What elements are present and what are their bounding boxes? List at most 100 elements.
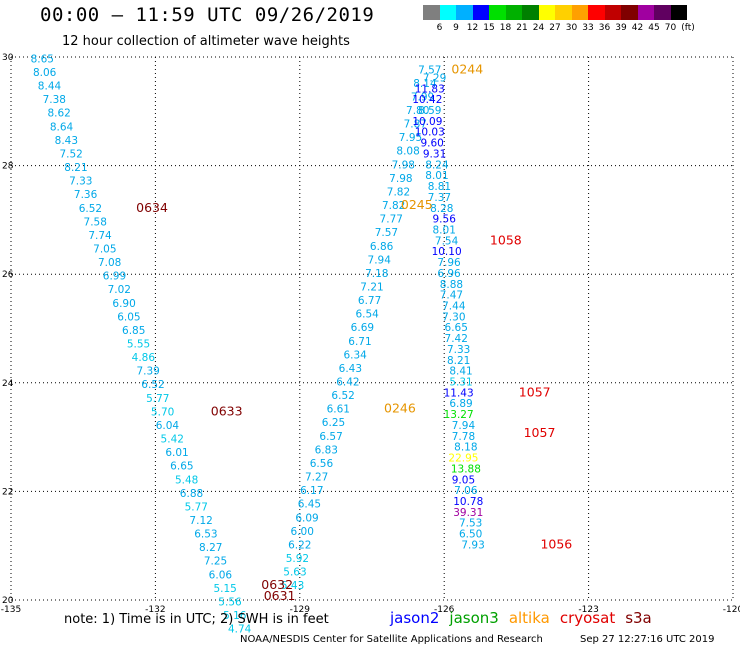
swh-value-label: 13.27 (444, 409, 474, 421)
swh-value-label: 7.38 (43, 94, 66, 106)
time-label: 0631 (264, 588, 296, 603)
swh-value-label: 5.92 (286, 553, 309, 565)
swh-value-label: 7.96 (437, 257, 461, 269)
swh-value-label: 7.80 (406, 105, 429, 117)
swh-value-label: 6.43 (339, 363, 362, 375)
legend-label: 9 (453, 23, 459, 33)
lat-tick-label: 24 (2, 379, 14, 389)
lat-tick-label: 26 (2, 270, 14, 280)
swh-value-label: 6.09 (295, 512, 318, 524)
time-label: 0245 (401, 197, 433, 212)
legend-label: 15 (483, 23, 495, 33)
legend-swatch (621, 5, 638, 20)
swh-value-label: 39.31 (453, 507, 483, 519)
swh-value-label: 7.25 (204, 556, 227, 568)
legend-label: 39 (615, 23, 627, 33)
swh-value-label: 11.83 (415, 83, 445, 95)
lon-tick-label: -135 (1, 605, 21, 615)
swh-value-label: 5.77 (146, 393, 169, 405)
time-label: 1057 (519, 384, 551, 399)
swh-value-label: 6.86 (370, 241, 394, 253)
swh-value-label: 6.54 (355, 309, 379, 321)
swh-value-label: 7.57 (375, 227, 398, 239)
swh-value-label: 5.55 (127, 339, 150, 351)
swh-value-label: 8.65 (31, 53, 54, 65)
swh-value-label: 10.10 (432, 246, 462, 258)
legend-swatch (637, 5, 654, 20)
lat-tick-label: 20 (2, 596, 14, 606)
time-label: 1058 (490, 232, 522, 247)
legend-swatch (505, 5, 522, 20)
swh-value-label: 7.44 (442, 300, 466, 312)
legend-label: 18 (499, 23, 512, 33)
lon-tick-label: -132 (145, 605, 165, 615)
swh-value-label: 7.95 (399, 132, 422, 144)
swh-value-label: 5.70 (151, 406, 174, 418)
swh-value-label: 6.57 (319, 431, 342, 443)
swh-value-label: 6.42 (336, 377, 359, 389)
legend-label: 36 (598, 23, 611, 33)
swh-value-label: 8.59 (418, 105, 441, 117)
swh-value-label: 5.43 (281, 580, 304, 592)
legend-swatch (439, 5, 456, 20)
swh-value-label: 6.65 (170, 461, 193, 473)
swh-value-label: 8.06 (33, 67, 57, 79)
lat-tick-label: 28 (2, 162, 14, 172)
satellite-jason3: jason3 (449, 609, 499, 627)
footer-timestamp: Sep 27 12:27:16 UTC 2019 (580, 634, 715, 645)
legend-swatch (654, 5, 671, 20)
legend-label: 21 (516, 23, 528, 33)
swh-value-label: 6.52 (331, 390, 354, 402)
swh-value-label: 6.06 (209, 569, 233, 581)
swh-value-label: 8.08 (396, 146, 419, 158)
time-label: 1057 (524, 425, 556, 440)
swh-value-label: 7.98 (389, 173, 412, 185)
swh-value-label: 7.58 (84, 216, 107, 228)
swh-value-label: 11.43 (444, 387, 474, 399)
swh-value-label: 6.85 (122, 325, 145, 337)
swh-value-label: 7.33 (69, 176, 92, 188)
swh-value-label: 7.33 (447, 344, 470, 356)
swh-value-label: 7.02 (108, 284, 131, 296)
swh-value-label: 6.04 (156, 420, 180, 432)
swh-value-label: 7.37 (428, 192, 451, 204)
swh-value-label: 7.54 (435, 235, 459, 247)
legend-unit: (ft) (681, 23, 695, 33)
swh-value-label: 9.05 (452, 474, 475, 486)
legend-label: 70 (664, 23, 677, 33)
legend-label: 33 (582, 23, 594, 33)
legend-swatch (670, 5, 687, 20)
swh-value-label: 8.18 (454, 442, 477, 454)
legend-swatch (571, 5, 588, 20)
time-label: 0244 (451, 61, 483, 76)
swh-value-label: 10.03 (415, 127, 445, 139)
time-label: 1056 (540, 536, 572, 551)
swh-value-label: 6.69 (351, 322, 374, 334)
lon-tick-label: -123 (578, 605, 598, 615)
swh-value-label: 7.74 (88, 230, 112, 242)
swh-value-label: 5.31 (449, 377, 472, 389)
page-title: 00:00 – 11:59 UTC 09/26/2019 (40, 4, 375, 26)
lat-tick-label: 30 (2, 53, 14, 63)
swh-value-label: 6.77 (358, 295, 381, 307)
swh-value-label: 8.27 (199, 542, 222, 554)
swh-value-label: 7.82 (382, 200, 405, 212)
legend-swatch (423, 5, 440, 20)
swh-value-label: 5.42 (161, 434, 184, 446)
legend-swatch (588, 5, 605, 20)
swh-value-label: 6.90 (112, 298, 135, 310)
legend-label: 6 (436, 23, 443, 33)
swh-value-label: 7.57 (418, 64, 441, 76)
swh-value-label: 10.78 (453, 496, 483, 508)
swh-value-label: 6.88 (180, 488, 203, 500)
swh-value-label: 8.01 (433, 224, 456, 236)
swh-value-label: 22.95 (448, 453, 478, 465)
legend-swatch (555, 5, 572, 20)
swh-value-label: 6.00 (291, 526, 314, 538)
lon-tick-label: -120 (723, 605, 740, 615)
swh-value-label: 6.53 (194, 529, 217, 541)
satellite-s3a: s3a (625, 609, 652, 627)
swh-value-label: 8.64 (50, 121, 74, 133)
swh-value-label: 6.50 (459, 529, 482, 541)
swh-value-label: 8.24 (425, 159, 449, 171)
